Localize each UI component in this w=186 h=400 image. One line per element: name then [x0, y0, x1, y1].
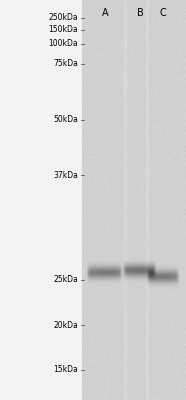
- Text: 20kDa: 20kDa: [53, 320, 78, 330]
- Text: 15kDa: 15kDa: [53, 366, 78, 374]
- Text: 75kDa: 75kDa: [53, 60, 78, 68]
- Text: 37kDa: 37kDa: [53, 170, 78, 180]
- Text: A: A: [102, 8, 108, 18]
- Text: 250kDa: 250kDa: [48, 14, 78, 22]
- Text: 100kDa: 100kDa: [48, 40, 78, 48]
- Text: C: C: [160, 8, 166, 18]
- Text: 25kDa: 25kDa: [53, 276, 78, 284]
- Text: B: B: [137, 8, 143, 18]
- Text: 50kDa: 50kDa: [53, 116, 78, 124]
- Text: 150kDa: 150kDa: [48, 26, 78, 34]
